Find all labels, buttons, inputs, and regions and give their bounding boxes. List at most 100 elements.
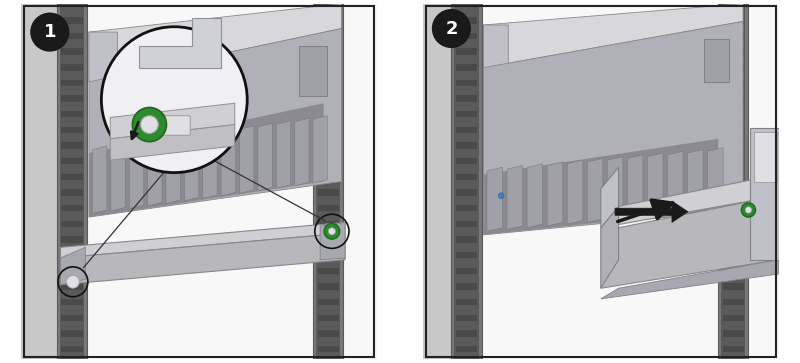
Polygon shape xyxy=(615,201,688,223)
Bar xyxy=(318,95,338,102)
Bar xyxy=(318,221,338,227)
Bar xyxy=(62,189,82,196)
Polygon shape xyxy=(294,118,309,186)
Bar xyxy=(313,4,343,359)
Bar xyxy=(456,111,477,118)
Polygon shape xyxy=(601,196,778,288)
Bar xyxy=(722,330,744,337)
Polygon shape xyxy=(483,21,743,235)
Polygon shape xyxy=(601,207,618,288)
Circle shape xyxy=(132,107,166,142)
Polygon shape xyxy=(483,139,718,235)
Polygon shape xyxy=(22,4,86,359)
Bar xyxy=(722,95,744,102)
Polygon shape xyxy=(276,121,290,188)
Polygon shape xyxy=(258,123,272,191)
Polygon shape xyxy=(89,32,118,110)
Bar xyxy=(718,4,749,359)
Bar xyxy=(722,33,744,39)
Bar xyxy=(62,283,82,290)
Bar xyxy=(318,158,338,164)
Polygon shape xyxy=(93,146,107,213)
Circle shape xyxy=(498,193,504,199)
Polygon shape xyxy=(221,128,235,196)
Bar xyxy=(318,64,338,70)
Polygon shape xyxy=(89,29,342,217)
Polygon shape xyxy=(487,167,502,231)
Bar xyxy=(316,4,340,359)
Polygon shape xyxy=(89,103,324,217)
Circle shape xyxy=(746,207,752,213)
Bar xyxy=(456,64,477,70)
Bar xyxy=(62,299,82,305)
Bar xyxy=(722,158,744,164)
Bar xyxy=(62,95,82,102)
Polygon shape xyxy=(239,126,254,193)
Polygon shape xyxy=(202,131,217,199)
Circle shape xyxy=(66,276,79,288)
Bar xyxy=(454,4,478,359)
Bar xyxy=(62,64,82,70)
Bar xyxy=(456,236,477,243)
Polygon shape xyxy=(750,128,778,260)
Bar xyxy=(456,142,477,149)
Polygon shape xyxy=(138,18,221,68)
Bar xyxy=(722,64,744,70)
Bar xyxy=(318,80,338,86)
Bar xyxy=(722,48,744,55)
Polygon shape xyxy=(61,247,86,285)
Bar xyxy=(318,268,338,274)
Bar xyxy=(62,158,82,164)
Bar xyxy=(318,330,338,337)
Bar xyxy=(704,39,729,82)
Bar xyxy=(318,17,338,24)
Bar xyxy=(456,346,477,352)
Bar xyxy=(722,236,744,243)
Bar xyxy=(456,80,477,86)
Bar xyxy=(318,236,338,243)
Bar xyxy=(456,268,477,274)
Bar xyxy=(722,127,744,133)
Polygon shape xyxy=(184,133,198,201)
Bar xyxy=(722,174,744,180)
Polygon shape xyxy=(567,160,582,224)
Bar xyxy=(722,283,744,290)
Bar xyxy=(62,252,82,258)
Bar xyxy=(318,127,338,133)
Bar xyxy=(451,4,482,359)
Bar xyxy=(456,315,477,321)
Polygon shape xyxy=(667,151,683,215)
Polygon shape xyxy=(687,150,703,213)
Polygon shape xyxy=(111,143,126,211)
Bar xyxy=(456,33,477,39)
Polygon shape xyxy=(148,138,162,206)
Bar xyxy=(456,127,477,133)
Bar xyxy=(722,299,744,305)
Bar xyxy=(456,299,477,305)
Bar xyxy=(456,17,477,24)
Bar xyxy=(318,299,338,305)
Bar xyxy=(722,80,744,86)
Polygon shape xyxy=(483,4,743,68)
Polygon shape xyxy=(89,4,342,82)
Bar xyxy=(62,17,82,24)
Bar xyxy=(456,189,477,196)
Bar xyxy=(62,142,82,149)
Bar xyxy=(62,330,82,337)
Bar xyxy=(456,205,477,211)
Bar xyxy=(722,315,744,321)
Bar xyxy=(318,48,338,55)
Circle shape xyxy=(30,12,70,52)
Circle shape xyxy=(324,224,340,239)
Bar xyxy=(318,252,338,258)
Bar xyxy=(62,268,82,274)
Bar xyxy=(62,33,82,39)
Polygon shape xyxy=(587,158,603,223)
Bar xyxy=(62,80,82,86)
Bar xyxy=(456,95,477,102)
Bar xyxy=(456,158,477,164)
Polygon shape xyxy=(166,136,181,203)
Polygon shape xyxy=(320,223,345,260)
Bar xyxy=(722,268,744,274)
Polygon shape xyxy=(483,25,508,203)
